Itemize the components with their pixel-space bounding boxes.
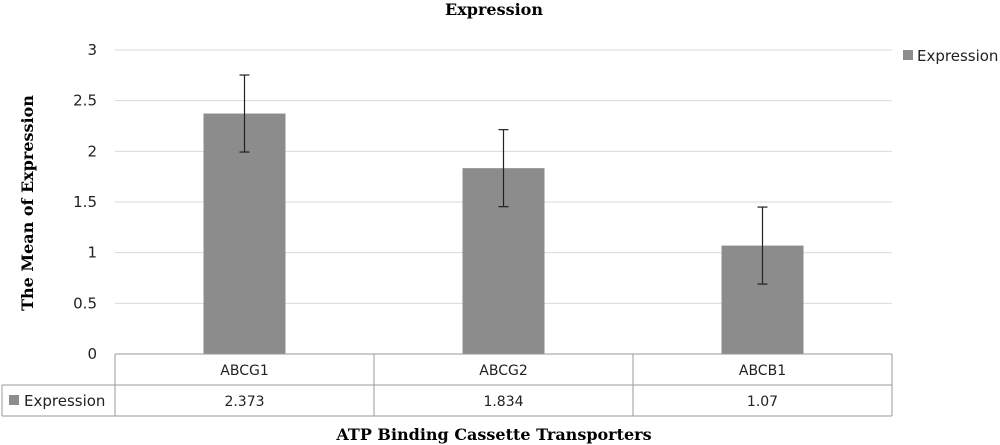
y-tick-label: 0.5 (73, 294, 97, 312)
bar (203, 113, 286, 354)
x-axis-label: ATP Binding Cassette Transporters (335, 425, 651, 444)
table-row-label: Expression (24, 392, 105, 410)
category-label: ABCG1 (220, 363, 268, 379)
y-tick-label: 0 (87, 345, 97, 363)
y-tick-label: 2 (87, 142, 97, 160)
table-value: 2.373 (224, 394, 264, 410)
error-bars (239, 74, 768, 285)
chart-title: Expression (445, 0, 543, 19)
category-label: ABCG2 (479, 363, 527, 379)
category-label: ABCB1 (739, 363, 786, 379)
table-value: 1.07 (747, 394, 778, 410)
y-tick-label: 1 (87, 244, 97, 262)
y-tick-label: 2.5 (73, 92, 97, 110)
y-tick-label: 1.5 (73, 193, 97, 211)
legend-label: Expression (917, 47, 998, 65)
y-tick-labels: 0 0.5 1 1.5 2 2.5 3 (73, 41, 97, 363)
data-table: ABCG1 ABCG2 ABCB1 Expression 2.373 1.834 1.07 (1, 353, 893, 417)
legend-swatch (903, 50, 913, 60)
legend: Expression (903, 47, 998, 65)
table-value: 1.834 (483, 394, 523, 410)
y-tick-label: 3 (87, 41, 97, 59)
table-legend-swatch (9, 395, 19, 405)
y-axis-label: The Mean of Expression (18, 95, 37, 311)
